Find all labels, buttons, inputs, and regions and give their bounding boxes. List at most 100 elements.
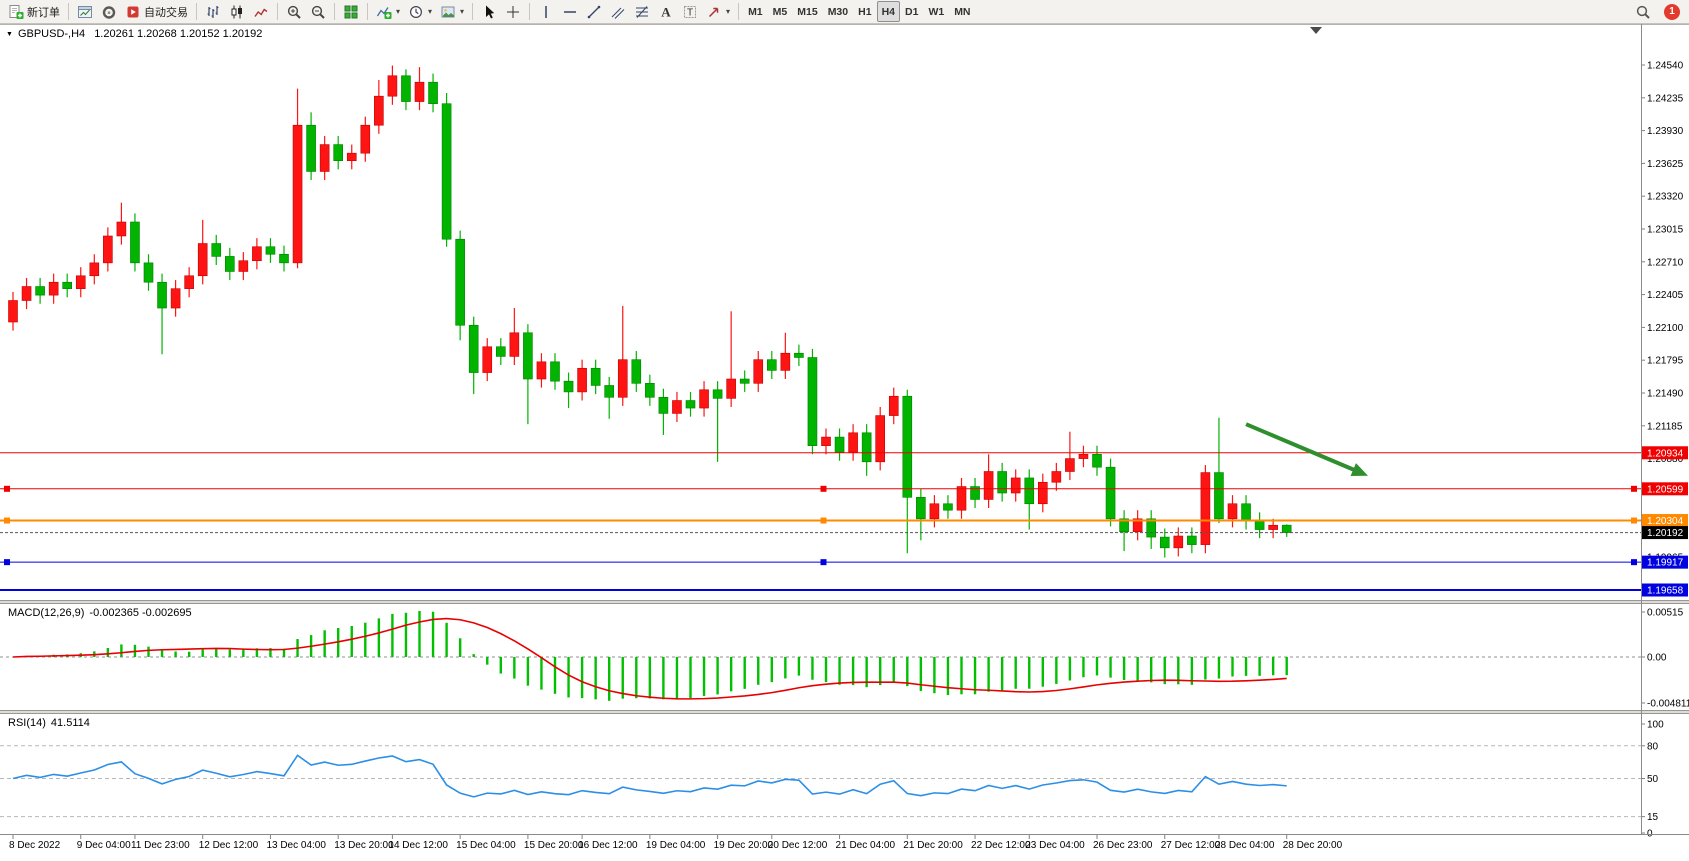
draw-fibonacci-button[interactable] <box>630 1 654 22</box>
zoom-in-button[interactable] <box>282 1 306 22</box>
dropdown-caret-icon[interactable]: ▾ <box>396 6 401 16</box>
macd-pane-label: MACD(12,26,9) -0.002365 -0.002695 <box>8 607 192 619</box>
template-icon <box>440 4 456 20</box>
svg-text:1.20304: 1.20304 <box>1647 516 1684 527</box>
line-chart-icon <box>253 4 269 20</box>
svg-text:13 Dec 20:00: 13 Dec 20:00 <box>334 840 394 851</box>
autotrading-button[interactable]: 自动交易 <box>121 1 192 22</box>
svg-text:1.23015: 1.23015 <box>1647 224 1684 235</box>
toolbar-separator <box>367 3 368 20</box>
svg-text:23 Dec 04:00: 23 Dec 04:00 <box>1025 840 1085 851</box>
bar-chart-button[interactable] <box>201 1 225 22</box>
svg-text:1.20599: 1.20599 <box>1647 484 1684 495</box>
svg-text:15 Dec 20:00: 15 Dec 20:00 <box>524 840 584 851</box>
price-axis: 1.24540 1.24235 1.23930 1.23625 1.23320 1.230… <box>1641 61 1684 563</box>
toolbar: 新订单 自动交易 ▾ ▾ ▾ A T ▾ M1 M5 M15 M30 H1 H4 D1 W1 MN 1 <box>0 0 1689 24</box>
macd-signal-line <box>12 617 1287 700</box>
svg-text:T: T <box>687 7 693 18</box>
candlestick-chart-button[interactable] <box>225 1 249 22</box>
dropdown-caret-icon[interactable]: ▾ <box>460 6 465 16</box>
arrow-annotation[interactable] <box>1245 422 1368 477</box>
timeframe-w1-button[interactable]: W1 <box>923 1 949 22</box>
periods-button[interactable]: ▾ <box>404 1 436 22</box>
new-order-button[interactable]: 新订单 <box>4 1 64 22</box>
channel-icon <box>610 4 626 20</box>
price-tags: 1.20934 1.20599 1.20304 1.19917 1.19658 1.201… <box>1642 446 1688 597</box>
zoom-out-button[interactable] <box>306 1 330 22</box>
svg-text:1.23930: 1.23930 <box>1647 126 1684 137</box>
button-label: M5 <box>772 5 788 18</box>
text-icon: A <box>658 4 674 20</box>
line-handle[interactable] <box>4 517 10 524</box>
metaeditor-button[interactable] <box>97 1 121 22</box>
timeframe-h1-button[interactable]: H1 <box>853 1 876 22</box>
chart-shift-marker[interactable] <box>1310 27 1322 34</box>
horizontal-line-objects <box>0 452 1641 592</box>
indicators-list-button[interactable]: ▾ <box>372 1 404 22</box>
line-handle[interactable] <box>1631 559 1637 566</box>
svg-text:16 Dec 12:00: 16 Dec 12:00 <box>578 840 638 851</box>
line-handle[interactable] <box>820 485 827 492</box>
symbol-dropdown-icon[interactable]: ▼ <box>6 31 13 38</box>
notification-badge[interactable]: 1 <box>1664 3 1680 20</box>
timeframe-m30-button[interactable]: M30 <box>823 1 853 22</box>
draw-horizontal-line-button[interactable] <box>558 1 582 22</box>
svg-text:50: 50 <box>1647 774 1659 785</box>
timeframe-h4-button[interactable]: H4 <box>876 1 900 22</box>
draw-vertical-line-button[interactable] <box>534 1 558 22</box>
button-label: MN <box>954 5 971 18</box>
search-button[interactable] <box>1631 1 1655 22</box>
timeframe-mn-button[interactable]: MN <box>949 1 975 22</box>
indicators-icon <box>376 4 392 20</box>
rsi-line <box>12 754 1287 798</box>
timeframe-m1-button[interactable]: M1 <box>743 1 768 22</box>
svg-text:1.21490: 1.21490 <box>1647 388 1684 399</box>
line-handle[interactable] <box>1631 517 1637 524</box>
svg-text:A: A <box>661 4 671 19</box>
chart-window-button[interactable] <box>73 1 97 22</box>
draw-arrows-button[interactable]: ▾ <box>702 1 734 22</box>
arrow-icon <box>706 4 722 20</box>
pane-divider-main-macd[interactable] <box>0 601 1689 604</box>
timeframe-m5-button[interactable]: M5 <box>768 1 793 22</box>
cursor-button[interactable] <box>477 1 501 22</box>
metaeditor-icon <box>101 4 117 20</box>
draw-text-button[interactable]: A <box>654 1 678 22</box>
crosshair-button[interactable] <box>501 1 525 22</box>
rsi-value: 41.5114 <box>50 717 90 729</box>
price-chart[interactable]: 1.24540 1.24235 1.23930 1.23625 1.23320 1.230… <box>0 24 1689 861</box>
toolbar-separator <box>196 3 197 20</box>
timeframe-m15-button[interactable]: M15 <box>792 1 822 22</box>
pane-divider-macd-rsi[interactable] <box>0 711 1689 714</box>
line-handle[interactable] <box>4 485 10 492</box>
tile-windows-button[interactable] <box>339 1 363 22</box>
symbol-header: ▼ GBPUSD-,H4 1.20261 1.20268 1.20152 1.201… <box>6 28 262 40</box>
svg-text:13 Dec 04:00: 13 Dec 04:00 <box>266 840 326 851</box>
line-handle[interactable] <box>4 559 10 566</box>
button-label: 新订单 <box>27 6 60 19</box>
button-label: D1 <box>905 5 919 18</box>
button-label: M30 <box>827 5 849 18</box>
svg-text:1.24540: 1.24540 <box>1647 61 1684 72</box>
templates-button[interactable]: ▾ <box>436 1 468 22</box>
timeframe-d1-button[interactable]: D1 <box>900 1 923 22</box>
cursor-icon <box>481 4 497 20</box>
line-handle[interactable] <box>820 517 827 524</box>
draw-trendline-button[interactable] <box>582 1 606 22</box>
line-handle[interactable] <box>1631 485 1637 492</box>
button-label: M15 <box>797 5 818 18</box>
button-label: 自动交易 <box>144 6 188 19</box>
svg-text:1.23320: 1.23320 <box>1647 192 1684 203</box>
symbol-name: GBPUSD-,H4 <box>17 28 86 40</box>
toolbar-separator <box>68 3 69 20</box>
toolbar-separator <box>529 3 531 20</box>
chart-area: 1.24540 1.24235 1.23930 1.23625 1.23320 1.230… <box>0 24 1689 861</box>
line-chart-button[interactable] <box>249 1 273 22</box>
draw-text-label-button[interactable]: T <box>678 1 702 22</box>
line-handle[interactable] <box>820 559 827 566</box>
dropdown-caret-icon[interactable]: ▾ <box>726 6 731 16</box>
autotrading-icon <box>125 4 141 20</box>
dropdown-caret-icon[interactable]: ▾ <box>428 6 433 16</box>
draw-channel-button[interactable] <box>606 1 630 22</box>
